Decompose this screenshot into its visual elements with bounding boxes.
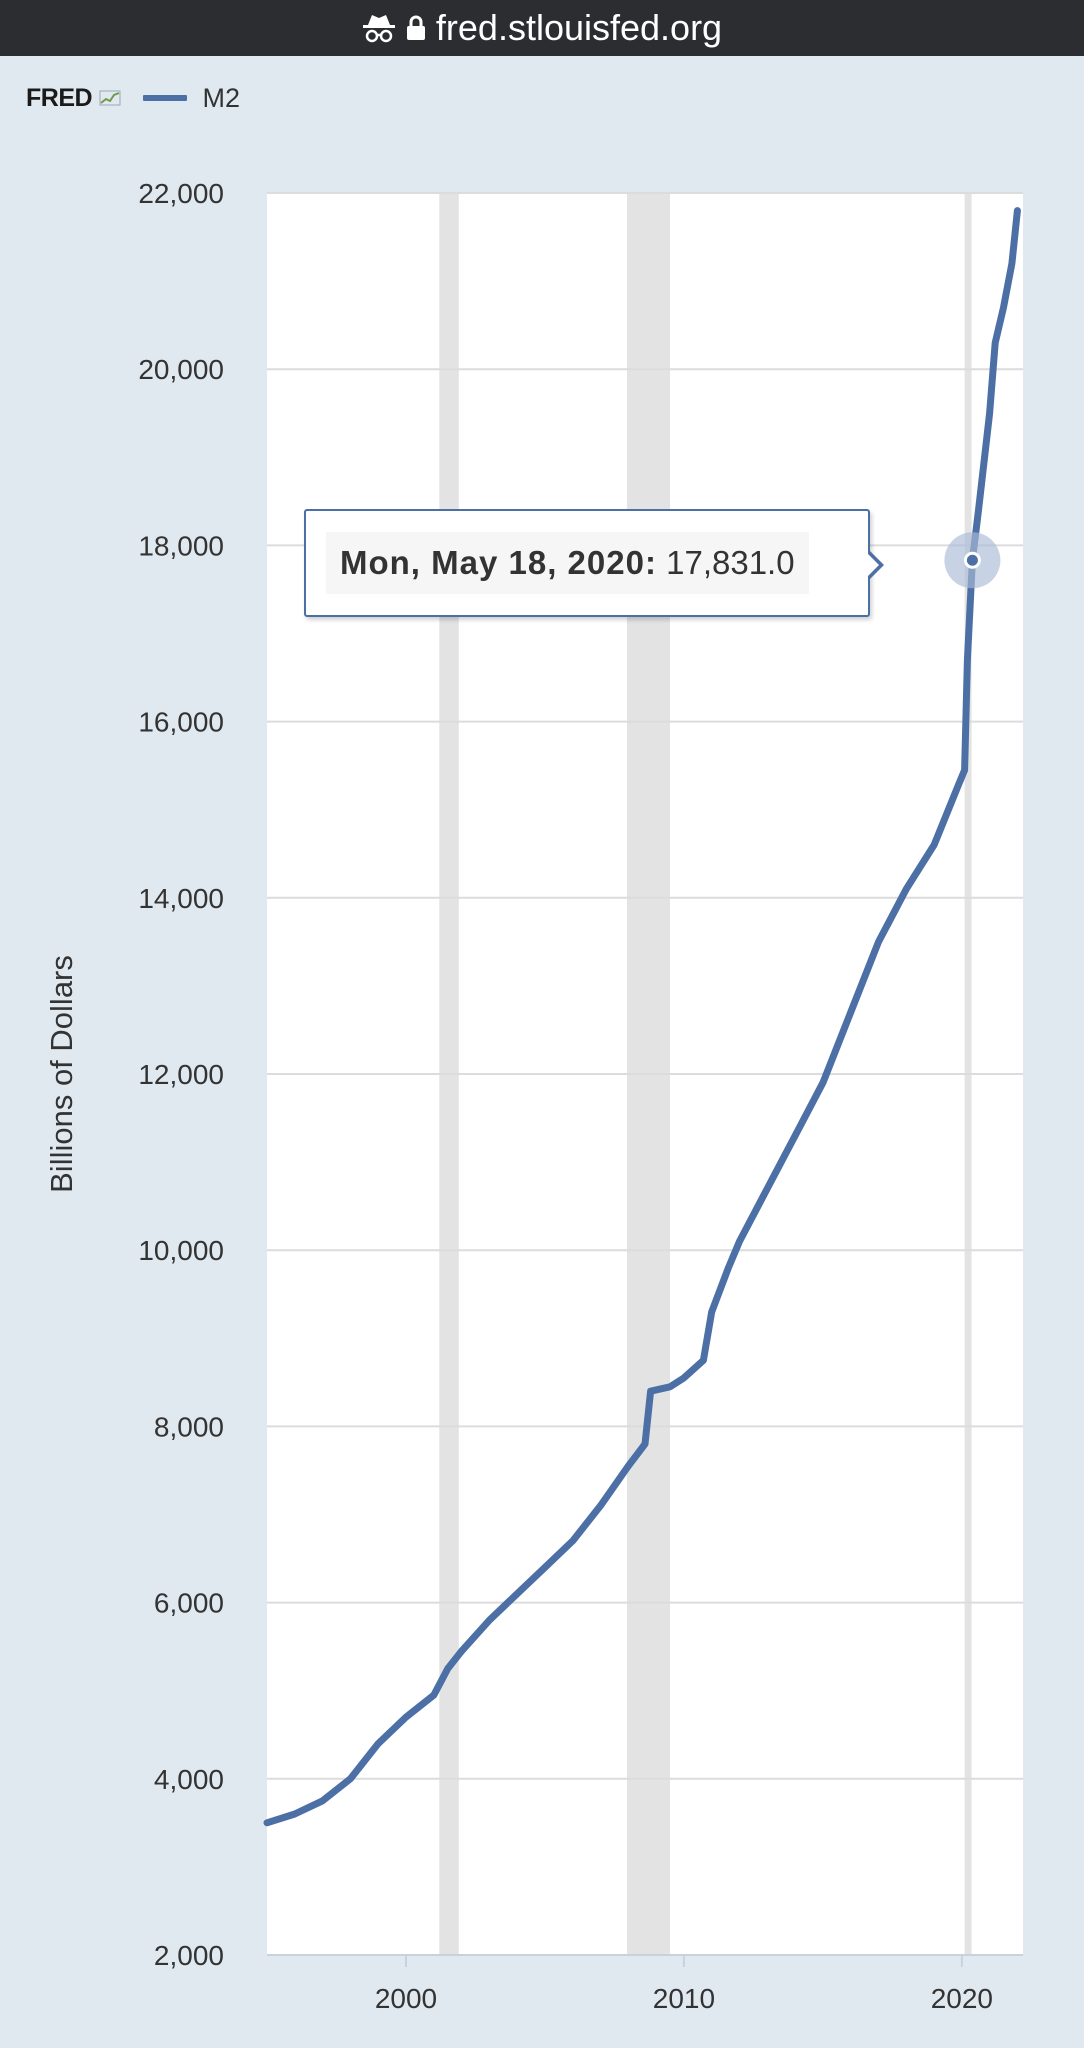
url-text[interactable]: fred.stlouisfed.org — [435, 7, 723, 48]
y-axis-title: Billions of Dollars — [44, 955, 79, 1193]
y-tick-label: 22,000 — [138, 178, 224, 209]
fred-logo: FRED — [26, 84, 121, 113]
tooltip-date: Mon, May 18, 2020: — [340, 544, 657, 581]
y-tick-label: 10,000 — [138, 1235, 224, 1266]
lock-icon — [406, 15, 426, 41]
y-tick-label: 14,000 — [138, 883, 224, 914]
y-tick-label: 6,000 — [154, 1588, 224, 1619]
fred-logo-text: FRED — [26, 83, 93, 112]
y-tick-label: 4,000 — [154, 1764, 224, 1795]
x-axis-ticks: 2000 2010 2020 — [375, 1955, 993, 2014]
legend-label-m2[interactable]: M2 — [202, 82, 241, 113]
chart-legend: FRED M2 — [26, 78, 240, 118]
y-tick-label: 18,000 — [138, 530, 224, 561]
series-line-m2[interactable] — [263, 207, 1021, 1827]
highlight-point[interactable] — [963, 551, 981, 569]
tooltip-value: 17,831.0 — [666, 544, 795, 581]
y-tick-label: 2,000 — [154, 1940, 224, 1971]
x-tick-label: 2010 — [653, 1983, 715, 2014]
y-tick-label: 16,000 — [138, 707, 224, 738]
y-tick-label: 20,000 — [138, 354, 224, 385]
y-tick-label: 12,000 — [138, 1059, 224, 1090]
y-tick-label: 8,000 — [154, 1411, 224, 1442]
incognito-icon — [362, 13, 396, 43]
tooltip-pointer — [865, 549, 884, 581]
x-tick-label: 2000 — [375, 1983, 437, 2014]
tooltip-content: Mon, May 18, 2020: 17,831.0 — [326, 532, 809, 594]
fred-logo-chart-icon — [99, 90, 121, 105]
x-tick-label: 2020 — [931, 1983, 993, 2014]
y-axis-ticks: 2,000 4,000 6,000 8,000 10,000 12,000 14,000 16… — [138, 178, 224, 1971]
legend-swatch-m2 — [142, 95, 187, 101]
browser-address-bar[interactable]: fred.stlouisfed.org — [0, 0, 1084, 56]
tooltip: Mon, May 18, 2020: 17,831.0 — [304, 509, 884, 617]
